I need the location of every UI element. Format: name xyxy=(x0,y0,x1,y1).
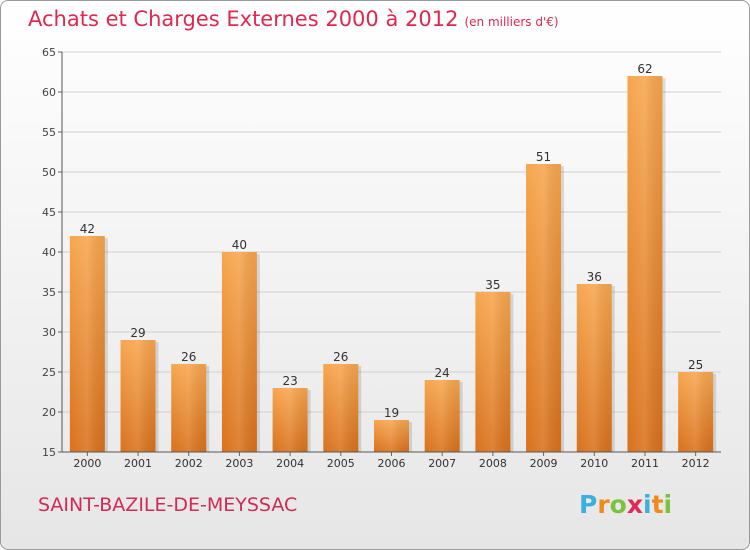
value-label: 26 xyxy=(181,350,196,364)
x-tick-label: 2006 xyxy=(378,457,406,470)
x-tick-label: 2001 xyxy=(124,457,152,470)
bar-highlight xyxy=(323,364,359,452)
logo-letter: i xyxy=(663,490,673,519)
value-label: 26 xyxy=(333,350,348,364)
y-tick-label: 30 xyxy=(42,326,56,339)
title-text: Achats et Charges Externes 2000 à 2012 xyxy=(28,7,459,31)
bar-highlight xyxy=(120,340,156,452)
chart-title: Achats et Charges Externes 2000 à 2012 (e… xyxy=(28,7,559,31)
proxiti-logo: Proxiti xyxy=(579,490,672,519)
x-tick-label: 2005 xyxy=(327,457,355,470)
x-tick-label: 2010 xyxy=(580,457,608,470)
value-label: 36 xyxy=(587,270,602,284)
y-tick-label: 40 xyxy=(42,246,56,259)
bar-highlight xyxy=(171,364,207,452)
y-tick-label: 50 xyxy=(42,166,56,179)
x-tick-label: 2003 xyxy=(225,457,253,470)
value-label: 35 xyxy=(485,278,500,292)
value-label: 23 xyxy=(282,374,297,388)
commune-name: SAINT-BAZILE-DE-MEYSSAC xyxy=(38,494,298,516)
x-tick-label: 2009 xyxy=(530,457,558,470)
bar-highlight xyxy=(627,76,663,452)
bar-highlight xyxy=(526,164,562,452)
value-label: 42 xyxy=(80,222,95,236)
value-label: 51 xyxy=(536,150,551,164)
unit-subtitle: (en milliers d'€) xyxy=(464,15,559,29)
value-label: 19 xyxy=(384,406,399,420)
x-tick-label: 2002 xyxy=(175,457,203,470)
y-tick-label: 35 xyxy=(42,286,56,299)
bar-highlight xyxy=(272,388,308,452)
logo-letter: i xyxy=(643,490,652,519)
y-tick-label: 60 xyxy=(42,86,56,99)
value-label: 62 xyxy=(637,62,652,76)
value-label: 40 xyxy=(232,238,247,252)
bar-highlight xyxy=(678,372,714,452)
logo-letter: r xyxy=(597,490,610,519)
y-tick-label: 20 xyxy=(42,406,56,419)
value-label: 24 xyxy=(435,366,450,380)
value-label: 29 xyxy=(130,326,145,340)
x-tick-label: 2004 xyxy=(276,457,304,470)
bar-highlight xyxy=(374,420,409,452)
x-tick-label: 2000 xyxy=(73,457,101,470)
x-tick-label: 2011 xyxy=(631,457,659,470)
x-tick-label: 2012 xyxy=(682,457,710,470)
logo-letter: t xyxy=(651,490,664,519)
y-tick-label: 45 xyxy=(42,206,56,219)
logo-letter: P xyxy=(579,490,598,519)
value-label: 25 xyxy=(688,358,703,372)
y-tick-label: 65 xyxy=(42,46,56,59)
y-tick-label: 15 xyxy=(42,446,56,459)
y-tick-label: 25 xyxy=(42,366,56,379)
bar-highlight xyxy=(576,284,612,452)
logo-letter: o xyxy=(609,490,627,519)
y-tick-label: 55 xyxy=(42,126,56,139)
bar-highlight xyxy=(475,292,511,452)
bar-highlight xyxy=(424,380,460,452)
bar-highlight xyxy=(69,236,105,452)
bar-highlight xyxy=(221,252,257,452)
x-tick-label: 2007 xyxy=(428,457,456,470)
logo-letter: x xyxy=(626,490,643,519)
x-tick-label: 2008 xyxy=(479,457,507,470)
